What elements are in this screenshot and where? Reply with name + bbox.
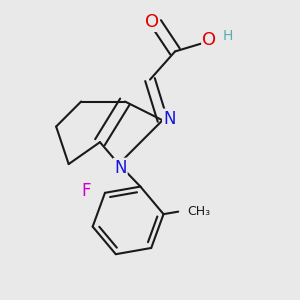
Text: CH₃: CH₃ — [188, 205, 211, 218]
Text: N: N — [163, 110, 176, 128]
Text: H: H — [222, 29, 233, 43]
Text: O: O — [202, 32, 217, 50]
Text: O: O — [145, 13, 159, 31]
Text: N: N — [114, 159, 127, 177]
Text: F: F — [82, 182, 91, 200]
